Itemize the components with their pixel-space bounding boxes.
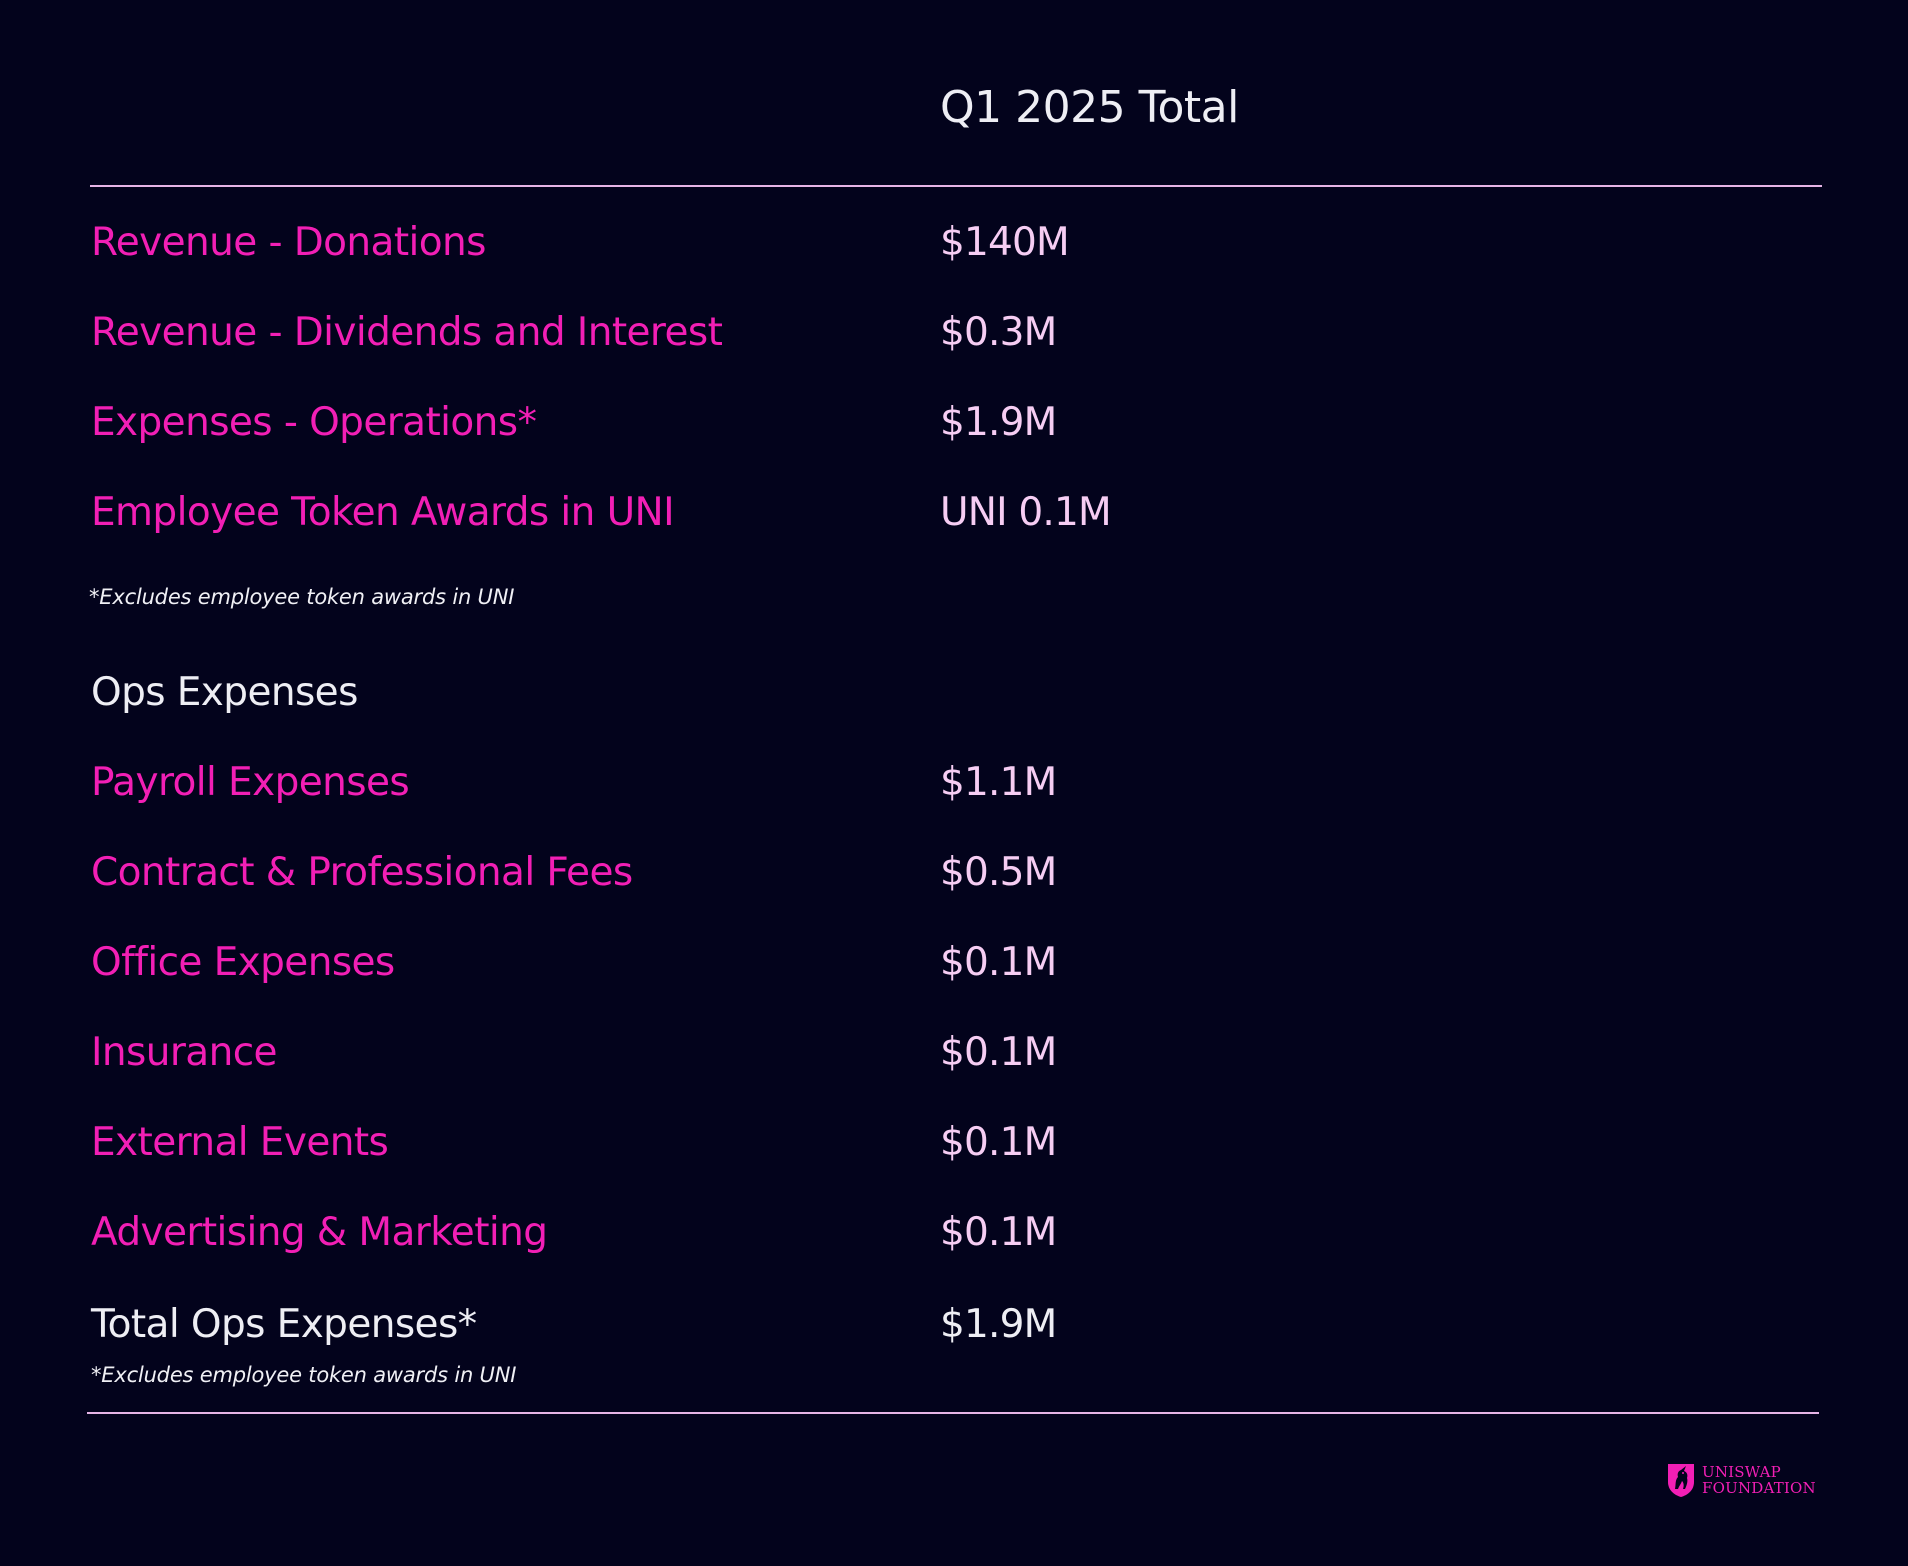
- row-value: $1.9M: [940, 400, 1057, 445]
- ops-footnote: *Excludes employee token awards in UNI: [91, 1363, 517, 1387]
- header-divider: [90, 185, 1822, 187]
- ops-row-external-events: External Events $0.1M: [0, 1120, 1908, 1180]
- row-label: Employee Token Awards in UNI: [91, 490, 675, 535]
- summary-row-employee-token-awards: Employee Token Awards in UNI UNI 0.1M: [0, 490, 1908, 550]
- row-value: $0.1M: [940, 940, 1057, 985]
- ops-expenses-title: Ops Expenses: [91, 670, 358, 715]
- row-label: Revenue - Donations: [91, 220, 486, 265]
- column-header-q1-2025-total: Q1 2025 Total: [940, 82, 1239, 133]
- unicorn-crest-icon: [1668, 1464, 1694, 1497]
- row-label: Insurance: [91, 1030, 278, 1075]
- row-label: Advertising & Marketing: [91, 1210, 548, 1255]
- ops-row-office: Office Expenses $0.1M: [0, 940, 1908, 1000]
- row-label: Office Expenses: [91, 940, 395, 985]
- total-value: $1.9M: [940, 1302, 1057, 1347]
- ops-row-contract-fees: Contract & Professional Fees $0.5M: [0, 850, 1908, 910]
- row-value: $0.3M: [940, 310, 1057, 355]
- row-value: $0.1M: [940, 1210, 1057, 1255]
- summary-row-revenue-donations: Revenue - Donations $140M: [0, 220, 1908, 280]
- row-value: $0.5M: [940, 850, 1057, 895]
- row-label: Expenses - Operations*: [91, 400, 537, 445]
- row-value: $140M: [940, 220, 1070, 265]
- logo-wordmark: UNISWAP FOUNDATION: [1702, 1464, 1816, 1496]
- logo-line-2: FOUNDATION: [1702, 1479, 1816, 1497]
- ops-total-row: Total Ops Expenses* $1.9M: [0, 1302, 1908, 1362]
- total-label: Total Ops Expenses*: [91, 1302, 477, 1347]
- row-value: $1.1M: [940, 760, 1057, 805]
- row-label: Revenue - Dividends and Interest: [91, 310, 723, 355]
- summary-footnote: *Excludes employee token awards in UNI: [89, 585, 515, 609]
- summary-row-expenses-operations: Expenses - Operations* $1.9M: [0, 400, 1908, 460]
- footer-divider: [87, 1412, 1819, 1414]
- row-label: Payroll Expenses: [91, 760, 410, 805]
- uniswap-foundation-logo: UNISWAP FOUNDATION: [1666, 1460, 1816, 1500]
- ops-row-payroll: Payroll Expenses $1.1M: [0, 760, 1908, 820]
- row-value: UNI 0.1M: [940, 490, 1112, 535]
- row-label: External Events: [91, 1120, 389, 1165]
- row-value: $0.1M: [940, 1120, 1057, 1165]
- ops-row-insurance: Insurance $0.1M: [0, 1030, 1908, 1090]
- row-label: Contract & Professional Fees: [91, 850, 633, 895]
- ops-row-advertising: Advertising & Marketing $0.1M: [0, 1210, 1908, 1270]
- row-value: $0.1M: [940, 1030, 1057, 1075]
- logo-line-1: UNISWAP: [1702, 1463, 1781, 1481]
- summary-row-revenue-dividends: Revenue - Dividends and Interest $0.3M: [0, 310, 1908, 370]
